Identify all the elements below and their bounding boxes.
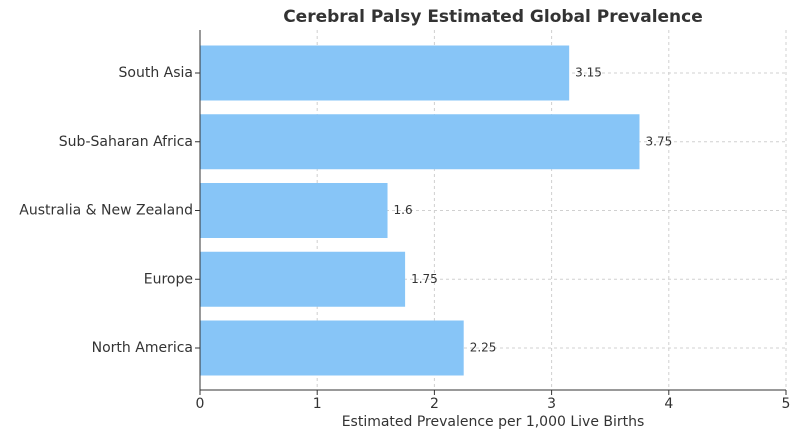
bar — [200, 45, 570, 101]
y-tick-label: North America — [92, 340, 193, 356]
chart-title: Cerebral Palsy Estimated Global Prevalen… — [283, 7, 703, 27]
data-label: 1.6 — [394, 203, 413, 217]
data-label: 1.75 — [411, 272, 438, 286]
x-tick-label: 1 — [313, 396, 322, 412]
y-tick-label: Europe — [144, 271, 193, 287]
x-tick-label: 2 — [430, 396, 439, 412]
x-tick-label: 4 — [664, 396, 673, 412]
bar — [200, 320, 464, 376]
y-tick-label: South Asia — [119, 65, 193, 81]
x-tick-label: 0 — [196, 396, 205, 412]
data-label: 3.75 — [646, 134, 673, 148]
x-tick-label: 3 — [547, 396, 556, 412]
x-axis-label: Estimated Prevalence per 1,000 Live Birt… — [342, 414, 645, 430]
x-tick-label: 5 — [782, 396, 791, 412]
bar — [200, 114, 640, 170]
y-tick-label: Australia & New Zealand — [19, 203, 193, 219]
data-label: 2.25 — [470, 341, 497, 355]
y-tick-label: Sub-Saharan Africa — [59, 134, 193, 150]
bar — [200, 183, 388, 238]
data-label: 3.15 — [575, 66, 602, 80]
bar — [200, 251, 406, 307]
